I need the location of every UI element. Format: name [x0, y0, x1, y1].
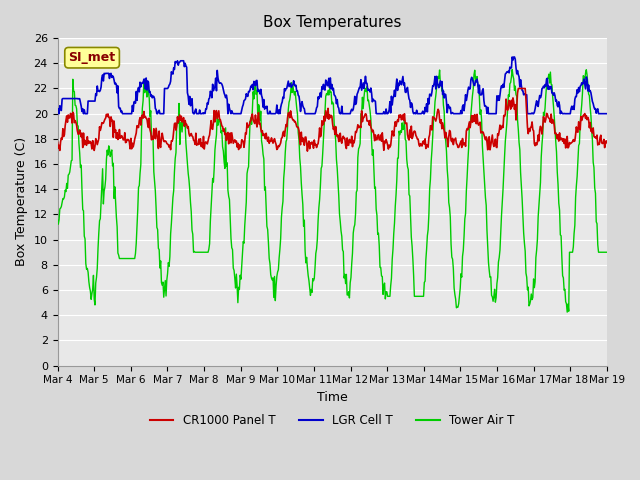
- Y-axis label: Box Temperature (C): Box Temperature (C): [15, 137, 28, 266]
- Text: SI_met: SI_met: [68, 51, 116, 64]
- X-axis label: Time: Time: [317, 391, 348, 404]
- Legend: CR1000 Panel T, LGR Cell T, Tower Air T: CR1000 Panel T, LGR Cell T, Tower Air T: [145, 409, 520, 432]
- Title: Box Temperatures: Box Temperatures: [263, 15, 401, 30]
